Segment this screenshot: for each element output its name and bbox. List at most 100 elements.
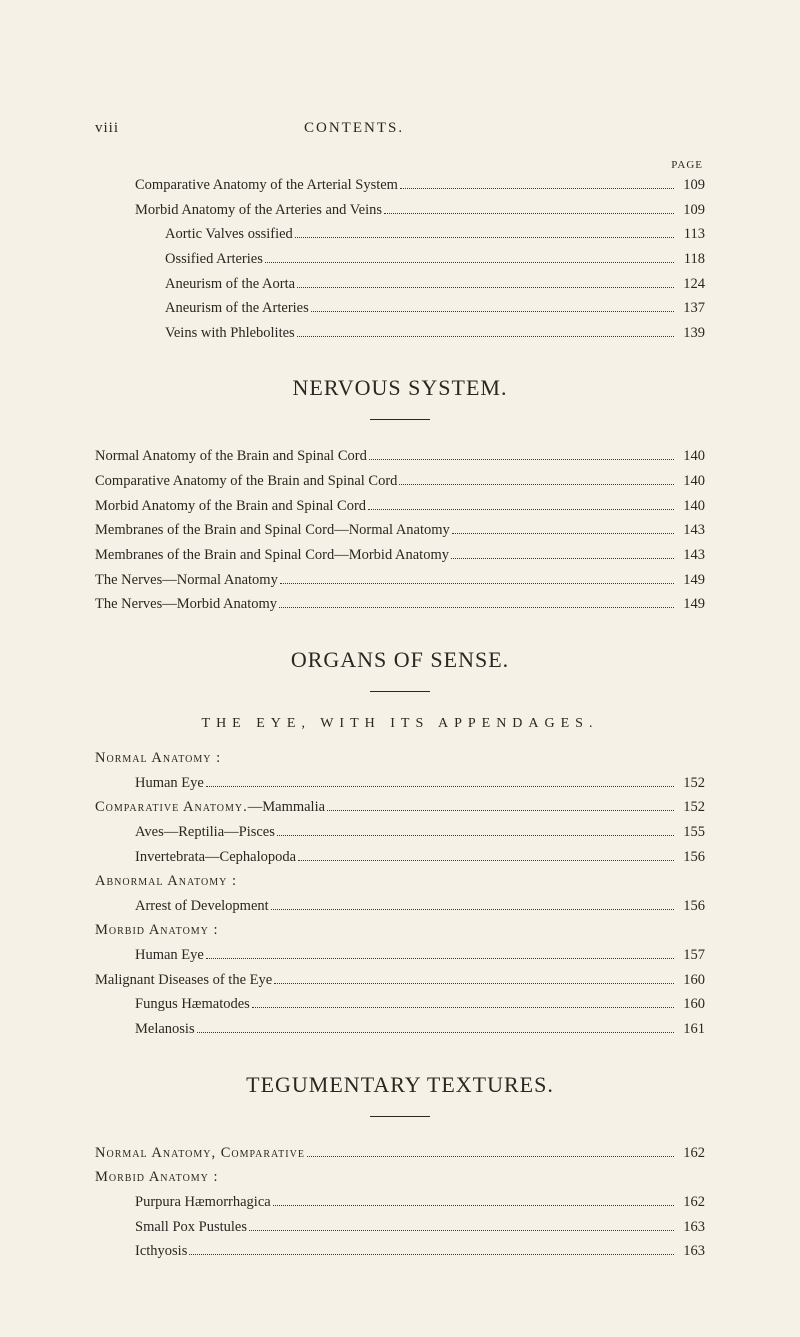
running-header: viii CONTENTS.: [95, 120, 705, 137]
toc-entry-label: Small Pox Pustules: [135, 1215, 247, 1240]
page-column-label: PAGE: [95, 159, 705, 171]
dot-leader: [252, 1007, 674, 1008]
toc-entry-label-prefix: Comparative Anatomy.: [95, 799, 248, 815]
header-title: CONTENTS.: [304, 120, 404, 137]
dot-leader: [369, 459, 674, 460]
toc-entry: Normal Anatomy, Comparative 162: [95, 1141, 705, 1166]
toc-entry: Ossified Arteries 118: [95, 247, 705, 272]
toc-entry-page: 163: [677, 1215, 705, 1240]
dot-leader: [298, 860, 674, 861]
toc-entry-label: Ossified Arteries: [165, 247, 263, 272]
toc-entry-page: 162: [677, 1190, 705, 1215]
toc-entry: Morbid Anatomy :: [95, 918, 705, 943]
toc-entry-label: Normal Anatomy, Comparative: [95, 1141, 305, 1166]
toc-entry-page: 124: [677, 272, 705, 297]
dot-leader: [274, 983, 674, 984]
toc-entry-label: The Nerves—Normal Anatomy: [95, 568, 278, 593]
dot-leader: [451, 558, 674, 559]
top-entries-block: Comparative Anatomy of the Arterial Syst…: [95, 173, 705, 345]
toc-entry: Aneurism of the Aorta 124: [95, 272, 705, 297]
toc-entry-label: Melanosis: [135, 1017, 195, 1042]
toc-entry: Comparative Anatomy of the Brain and Spi…: [95, 469, 705, 494]
toc-entry: Melanosis 161: [95, 1017, 705, 1042]
toc-entry-label: Morbid Anatomy :: [95, 918, 219, 943]
toc-entry: Membranes of the Brain and Spinal Cord—M…: [95, 543, 705, 568]
toc-entry-label: Membranes of the Brain and Spinal Cord—N…: [95, 518, 450, 543]
toc-entry: Invertebrata—Cephalopoda 156: [95, 845, 705, 870]
toc-entry-page: 109: [677, 198, 705, 223]
dot-leader: [277, 835, 674, 836]
toc-entry: Veins with Phlebolites 139: [95, 321, 705, 346]
toc-entry-label: Normal Anatomy :: [95, 746, 221, 771]
toc-entry-label-prefix: Normal Anatomy, Comparative: [95, 1145, 305, 1161]
dot-leader: [384, 213, 674, 214]
toc-entry-label: Comparative Anatomy.—Mammalia: [95, 795, 325, 820]
dot-leader: [189, 1254, 674, 1255]
toc-entry: Malignant Diseases of the Eye 160: [95, 968, 705, 993]
toc-entry-label: Icthyosis: [135, 1239, 187, 1264]
toc-entry: Human Eye 152: [95, 771, 705, 796]
toc-entry-page: 109: [677, 173, 705, 198]
toc-entry-label: Normal Anatomy of the Brain and Spinal C…: [95, 444, 367, 469]
toc-entry: Aortic Valves ossified 113: [95, 222, 705, 247]
toc-entry-label: Aneurism of the Arteries: [165, 296, 309, 321]
section-rule: [370, 1116, 430, 1117]
toc-entry: Purpura Hæmorrhagica 162: [95, 1190, 705, 1215]
toc-entry-label: Aneurism of the Aorta: [165, 272, 295, 297]
toc-entry: Human Eye157: [95, 943, 705, 968]
dot-leader: [279, 607, 674, 608]
toc-entry: Normal Anatomy :: [95, 746, 705, 771]
dot-leader: [327, 810, 674, 811]
toc-entry-page: 163: [677, 1239, 705, 1264]
toc-entry-page: 137: [677, 296, 705, 321]
toc-entry-label: Comparative Anatomy of the Brain and Spi…: [95, 469, 397, 494]
dot-leader: [452, 533, 674, 534]
toc-entry-page: 156: [677, 845, 705, 870]
toc-entry: Small Pox Pustules 163: [95, 1215, 705, 1240]
toc-entry-page: 118: [677, 247, 705, 272]
section-rule: [370, 419, 430, 420]
toc-entry-label: Malignant Diseases of the Eye: [95, 968, 272, 993]
toc-entry-page: 152: [677, 795, 705, 820]
dot-leader: [206, 786, 674, 787]
section-heading: TEGUMENTARY TEXTURES.: [95, 1072, 705, 1098]
dot-leader: [197, 1032, 674, 1033]
toc-entry-page: 140: [677, 444, 705, 469]
toc-entry: Morbid Anatomy of the Brain and Spinal C…: [95, 494, 705, 519]
toc-entry: Comparative Anatomy of the Arterial Syst…: [95, 173, 705, 198]
toc-entry-page: 160: [677, 968, 705, 993]
toc-entry-page: 152: [677, 771, 705, 796]
toc-entry: The Nerves—Morbid Anatomy149: [95, 592, 705, 617]
toc-entry-page: 113: [677, 222, 705, 247]
toc-entry-label: Morbid Anatomy of the Brain and Spinal C…: [95, 494, 366, 519]
dot-leader: [400, 188, 674, 189]
toc-entry-label: Membranes of the Brain and Spinal Cord—M…: [95, 543, 449, 568]
toc-entry-page: 143: [677, 518, 705, 543]
toc-entry-page: 139: [677, 321, 705, 346]
toc-entry-page: 155: [677, 820, 705, 845]
toc-entry-label: Arrest of Development: [135, 894, 269, 919]
toc-entry-label: Aortic Valves ossified: [165, 222, 293, 247]
toc-entry: Membranes of the Brain and Spinal Cord—N…: [95, 518, 705, 543]
toc-entry-label: Abnormal Anatomy :: [95, 869, 237, 894]
toc-entry-label: Morbid Anatomy of the Arteries and Veins: [135, 198, 382, 223]
toc-entry: Comparative Anatomy.—Mammalia 152: [95, 795, 705, 820]
sections-block: NERVOUS SYSTEM.Normal Anatomy of the Bra…: [95, 375, 705, 1263]
toc-entry: The Nerves—Normal Anatomy149: [95, 568, 705, 593]
dot-leader: [297, 287, 674, 288]
dot-leader: [271, 909, 674, 910]
toc-entry-label: Purpura Hæmorrhagica: [135, 1190, 271, 1215]
toc-entry: Icthyosis 163: [95, 1239, 705, 1264]
dot-leader: [295, 237, 674, 238]
toc-entry-label: Invertebrata—Cephalopoda: [135, 845, 296, 870]
toc-entry-label: Human Eye: [135, 771, 204, 796]
toc-entry-page: 161: [677, 1017, 705, 1042]
page-roman-numeral: viii: [95, 120, 119, 137]
toc-entry-label: Morbid Anatomy :: [95, 1165, 219, 1190]
toc-entry-label: Veins with Phlebolites: [165, 321, 295, 346]
sub-heading: THE EYE, WITH ITS APPENDAGES.: [95, 716, 705, 732]
toc-entry: Aneurism of the Arteries 137: [95, 296, 705, 321]
toc-entry-label: The Nerves—Morbid Anatomy: [95, 592, 277, 617]
toc-entry-page: 162: [677, 1141, 705, 1166]
dot-leader: [280, 583, 674, 584]
